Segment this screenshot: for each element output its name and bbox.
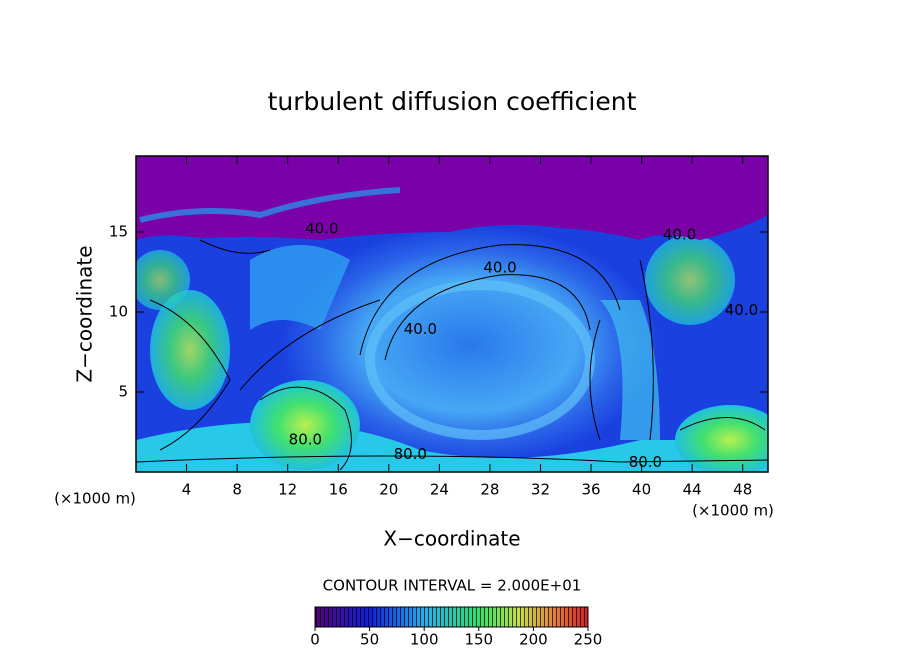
contour-label: 40.0 bbox=[404, 320, 437, 338]
x-axis-label: X−coordinate bbox=[383, 527, 520, 551]
plot-frame bbox=[135, 155, 769, 473]
x-tick-label: 4 bbox=[182, 481, 192, 499]
contour-label: 40.0 bbox=[483, 259, 516, 277]
y-axis-label: Z−coordinate bbox=[73, 245, 97, 382]
colorbar-stripes bbox=[315, 607, 588, 627]
colorbar-tick-label: 250 bbox=[574, 631, 603, 649]
colorbar-tick-label: 200 bbox=[519, 631, 548, 649]
x-tick-label: 28 bbox=[480, 481, 499, 499]
x-tick-label: 40 bbox=[632, 481, 651, 499]
contour-label: 80.0 bbox=[394, 445, 427, 463]
y-unit-label: (×1000 m) bbox=[54, 490, 136, 508]
contour-label: 80.0 bbox=[629, 453, 662, 471]
x-tick-label: 16 bbox=[329, 481, 348, 499]
y-tick-label: 5 bbox=[118, 383, 128, 401]
y-tick-label: 15 bbox=[109, 223, 128, 241]
field bbox=[136, 156, 768, 472]
colorbar-tick-label: 0 bbox=[310, 631, 320, 649]
colorbar-tick-label: 50 bbox=[360, 631, 379, 649]
x-tick-label: 32 bbox=[531, 481, 550, 499]
colorbar-tick-label: 150 bbox=[464, 631, 493, 649]
x-tick-label: 24 bbox=[430, 481, 449, 499]
x-tick-label: 8 bbox=[232, 481, 242, 499]
x-tick-label: 36 bbox=[581, 481, 600, 499]
contour-label: 40.0 bbox=[305, 219, 338, 237]
contour-label: 80.0 bbox=[289, 431, 322, 449]
x-tick-label: 20 bbox=[379, 481, 398, 499]
colorbar-frame bbox=[314, 606, 589, 628]
x-tick-label: 44 bbox=[683, 481, 702, 499]
contour-interval: CONTOUR INTERVAL = 2.000E+01 bbox=[323, 577, 582, 595]
y-tick-label: 10 bbox=[109, 303, 128, 321]
colorbar-tick-label: 100 bbox=[410, 631, 439, 649]
x-tick-label: 12 bbox=[278, 481, 297, 499]
x-unit-label: (×1000 m) bbox=[692, 502, 774, 520]
chart-title: turbulent diffusion coefficient bbox=[268, 87, 637, 116]
x-tick-label: 48 bbox=[733, 481, 752, 499]
contour-label: 40.0 bbox=[725, 301, 758, 319]
contour-label: 40.0 bbox=[663, 226, 696, 244]
